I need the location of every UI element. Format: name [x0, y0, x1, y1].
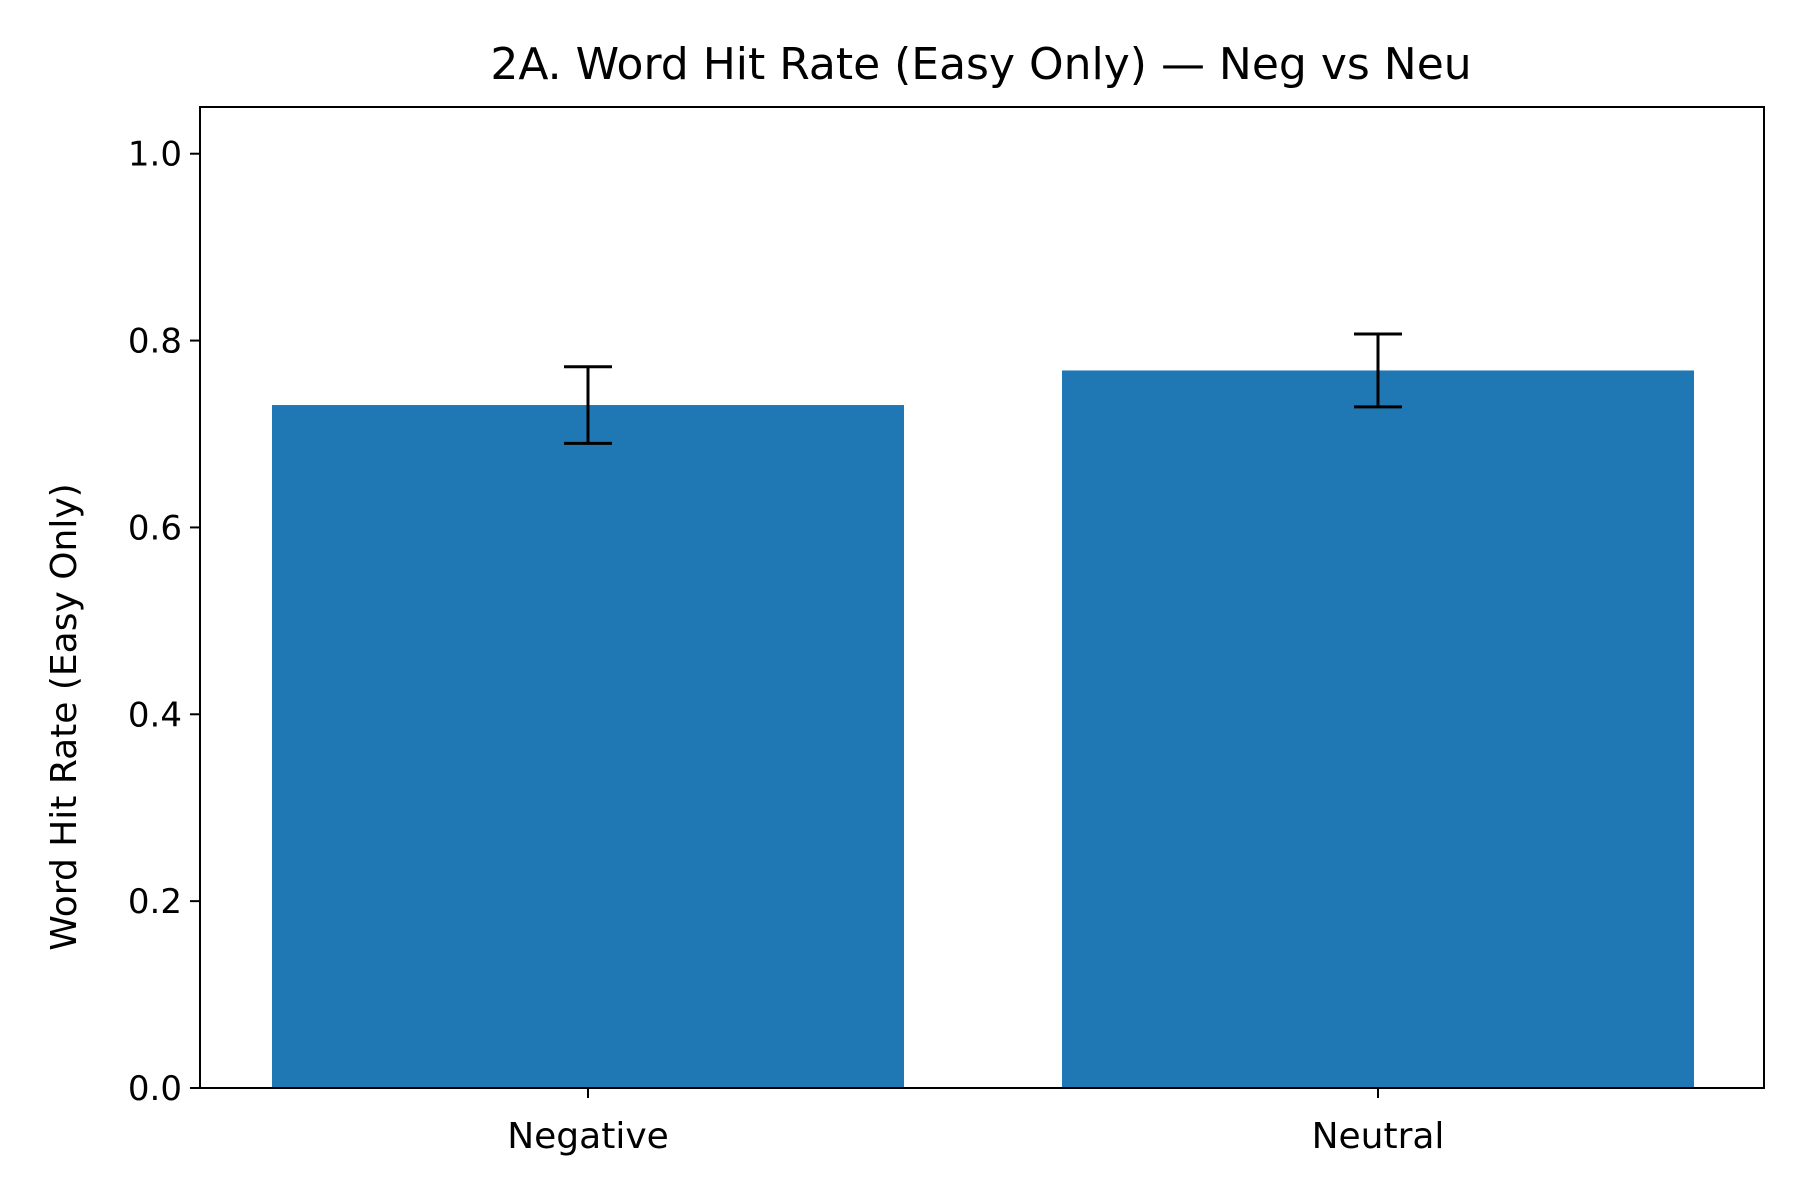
x-tick-label-negative: Negative [507, 1116, 669, 1157]
y-tick-label: 1.0 [128, 135, 182, 175]
bar-negative [272, 405, 904, 1089]
error-bar-negative [564, 365, 612, 445]
y-tick-label: 0.0 [128, 1069, 182, 1109]
y-tick-label: 0.2 [128, 882, 182, 922]
y-axis-label: Word Hit Rate (Easy Only) [44, 483, 85, 950]
x-tick-label-neutral: Neutral [1312, 1116, 1445, 1157]
bar-neutral [1062, 370, 1694, 1088]
chart-title: 2A. Word Hit Rate (Easy Only) — Neg vs N… [490, 39, 1471, 90]
y-tick-label: 0.8 [128, 322, 182, 362]
y-tick-label: 0.6 [128, 508, 182, 548]
axes-frame [199, 106, 1765, 1089]
plot-area: 0.0 0.2 0.4 0.6 0.8 1.0 Negative Neutral [128, 106, 1765, 1157]
error-bar-neutral [1354, 332, 1402, 409]
y-tick-label: 0.4 [128, 695, 182, 735]
